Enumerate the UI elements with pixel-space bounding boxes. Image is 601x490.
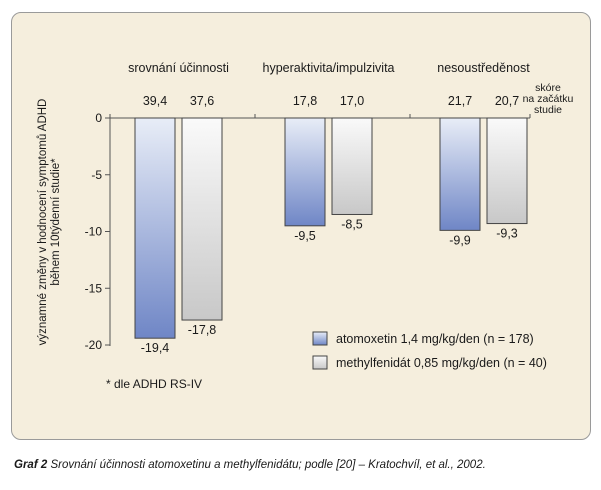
bar-value-label: -19,4 [141,341,170,355]
caption-text: Srovnání účinnosti atomoxetinu a methylf… [47,459,486,471]
baseline-caption-line: skóre [535,82,561,94]
bar-methylfenidat [331,117,373,215]
bar-value-label: -9,3 [496,227,518,241]
y-tick-label: -5 [91,168,102,182]
baseline-score-label: 21,7 [448,94,472,108]
caption-lead: Graf 2 [14,459,48,471]
legend-swatch [312,331,328,346]
category-label: hyperaktivita/impulzivita [263,61,395,75]
category-label: nesoustředěnost [437,61,530,75]
category-label: srovnání účinnosti [128,61,229,75]
figure-caption: Graf 2 Srovnání účinnosti atomoxetinu a … [14,459,589,471]
y-tick-label: -20 [85,338,103,352]
baseline-caption-line: studie [534,104,562,116]
y-tick-label: -15 [85,281,103,295]
legend-swatch [312,355,328,370]
y-axis-title-line: významné změny v hodnocení symptomů ADHD [37,99,49,346]
bar-value-label: -8,5 [341,217,363,231]
bar-atomoxetin [439,117,481,231]
footnote: * dle ADHD RS-IV [106,377,202,391]
bar-methylfenidat [181,117,223,321]
y-axis-title-line: během 10týdenní studie* [50,158,62,286]
y-tick-label: 0 [95,111,102,125]
baseline-score-label: 17,8 [293,94,317,108]
baseline-score-label: 17,0 [340,94,364,108]
bar-atomoxetin [284,117,326,227]
y-tick-label: -10 [85,225,103,239]
bar-methylfenidat [486,117,528,225]
bar-value-label: -9,9 [449,233,471,247]
bar-atomoxetin [134,117,176,339]
baseline-score-label: 37,6 [190,94,214,108]
baseline-score-label: 20,7 [495,94,519,108]
baseline-caption-line: na začátku [523,93,574,105]
baseline-score-label: 39,4 [143,94,167,108]
bar-value-label: -9,5 [294,229,316,243]
legend-label: atomoxetin 1,4 mg/kg/den (n = 178) [336,332,534,346]
legend-label: methylfenidát 0,85 mg/kg/den (n = 40) [336,356,547,370]
bar-value-label: -17,8 [188,323,217,337]
